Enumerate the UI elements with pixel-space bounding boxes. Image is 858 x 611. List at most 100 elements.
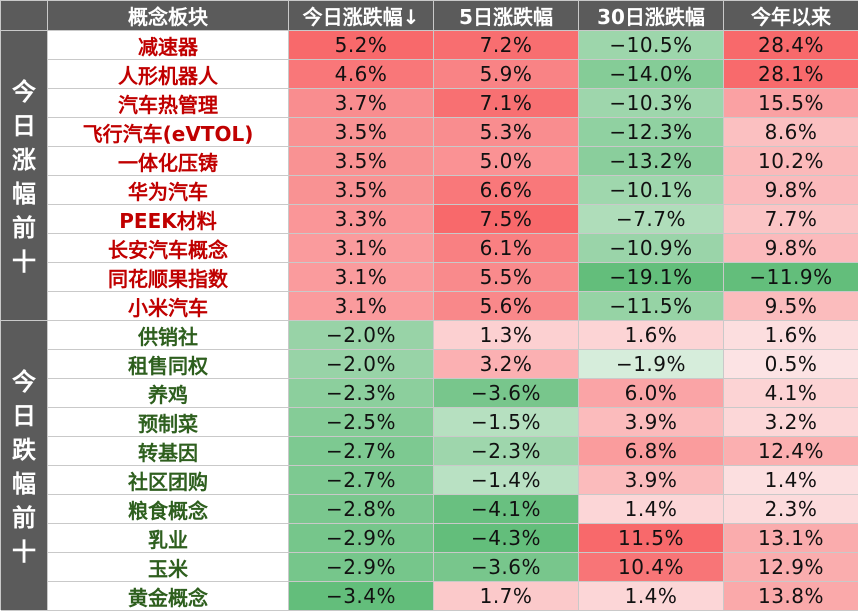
today-change-cell: 3.1% xyxy=(289,292,434,321)
five-day-change-cell: −1.5% xyxy=(434,408,579,437)
concept-name-cell[interactable]: 租售同权 xyxy=(48,350,289,379)
today-change-cell: 3.5% xyxy=(289,176,434,205)
group-label-char: 十 xyxy=(12,537,36,566)
today-change-cell: −2.0% xyxy=(289,321,434,350)
today-change-cell: −2.9% xyxy=(289,553,434,582)
concept-name-cell[interactable]: 减速器 xyxy=(48,31,289,60)
ytd-change-cell: 28.1% xyxy=(724,60,858,89)
group-label-char: 今 xyxy=(12,367,36,396)
group-label-char: 日 xyxy=(12,111,36,140)
header-corner xyxy=(1,1,48,31)
today-change-cell: 3.7% xyxy=(289,89,434,118)
ytd-change-cell: 4.1% xyxy=(724,379,858,408)
group-label-char: 前 xyxy=(12,503,36,532)
thirty-day-change-cell: 6.0% xyxy=(579,379,724,408)
today-change-cell: −2.7% xyxy=(289,437,434,466)
today-change-cell: 3.5% xyxy=(289,147,434,176)
five-day-change-cell: 6.1% xyxy=(434,234,579,263)
group-label-char: 幅 xyxy=(12,469,36,498)
concept-name-cell[interactable]: 预制菜 xyxy=(48,408,289,437)
group-label-top-losers: 今 日 跌 幅 前 十 xyxy=(1,321,48,611)
thirty-day-change-cell: 3.9% xyxy=(579,408,724,437)
five-day-change-cell: 7.5% xyxy=(434,205,579,234)
concept-name-cell[interactable]: 供销社 xyxy=(48,321,289,350)
concept-name-cell[interactable]: 黄金概念 xyxy=(48,582,289,611)
today-change-cell: −2.3% xyxy=(289,379,434,408)
five-day-change-cell: 5.0% xyxy=(434,147,579,176)
ytd-change-cell: 8.6% xyxy=(724,118,858,147)
five-day-change-cell: 7.2% xyxy=(434,31,579,60)
five-day-change-cell: 1.3% xyxy=(434,321,579,350)
concept-name-cell[interactable]: 社区团购 xyxy=(48,466,289,495)
ytd-change-cell: 15.5% xyxy=(724,89,858,118)
header-5day-change[interactable]: 5日涨跌幅 xyxy=(434,1,579,31)
today-change-cell: 3.1% xyxy=(289,234,434,263)
five-day-change-cell: −4.3% xyxy=(434,524,579,553)
header-ytd-change[interactable]: 今年以来 xyxy=(724,1,858,31)
group-label-char: 今 xyxy=(12,77,36,106)
thirty-day-change-cell: −1.9% xyxy=(579,350,724,379)
thirty-day-change-cell: 3.9% xyxy=(579,466,724,495)
thirty-day-change-cell: −11.5% xyxy=(579,292,724,321)
five-day-change-cell: −3.6% xyxy=(434,379,579,408)
today-change-cell: −2.9% xyxy=(289,524,434,553)
group-label-char: 前 xyxy=(12,213,36,242)
header-today-change[interactable]: 今日涨跌幅↓ xyxy=(289,1,434,31)
today-change-cell: 3.5% xyxy=(289,118,434,147)
ytd-change-cell: 1.6% xyxy=(724,321,858,350)
thirty-day-change-cell: −7.7% xyxy=(579,205,724,234)
today-change-cell: 5.2% xyxy=(289,31,434,60)
concept-name-cell[interactable]: PEEK材料 xyxy=(48,205,289,234)
group-label-char: 日 xyxy=(12,401,36,430)
five-day-change-cell: 5.3% xyxy=(434,118,579,147)
concept-name-cell[interactable]: 小米汽车 xyxy=(48,292,289,321)
thirty-day-change-cell: 1.4% xyxy=(579,582,724,611)
concept-name-cell[interactable]: 飞行汽车(eVTOL) xyxy=(48,118,289,147)
five-day-change-cell: −2.3% xyxy=(434,437,579,466)
five-day-change-cell: 5.5% xyxy=(434,263,579,292)
five-day-change-cell: 7.1% xyxy=(434,89,579,118)
today-change-cell: 4.6% xyxy=(289,60,434,89)
ytd-change-cell: 2.3% xyxy=(724,495,858,524)
concept-name-cell[interactable]: 一体化压铸 xyxy=(48,147,289,176)
today-change-cell: 3.3% xyxy=(289,205,434,234)
five-day-change-cell: 5.9% xyxy=(434,60,579,89)
five-day-change-cell: −3.6% xyxy=(434,553,579,582)
group-label-char: 跌 xyxy=(12,435,36,464)
ytd-change-cell: −11.9% xyxy=(724,263,858,292)
thirty-day-change-cell: −10.3% xyxy=(579,89,724,118)
concept-name-cell[interactable]: 粮食概念 xyxy=(48,495,289,524)
concept-name-cell[interactable]: 长安汽车概念 xyxy=(48,234,289,263)
five-day-change-cell: 3.2% xyxy=(434,350,579,379)
concept-name-cell[interactable]: 同花顺果指数 xyxy=(48,263,289,292)
concept-name-cell[interactable]: 华为汽车 xyxy=(48,176,289,205)
ytd-change-cell: 13.1% xyxy=(724,524,858,553)
thirty-day-change-cell: 1.6% xyxy=(579,321,724,350)
ytd-change-cell: 12.9% xyxy=(724,553,858,582)
group-label-char: 涨 xyxy=(12,145,36,174)
group-label-char: 十 xyxy=(12,247,36,276)
concept-name-cell[interactable]: 乳业 xyxy=(48,524,289,553)
thirty-day-change-cell: −13.2% xyxy=(579,147,724,176)
concept-name-cell[interactable]: 养鸡 xyxy=(48,379,289,408)
header-30day-change[interactable]: 30日涨跌幅 xyxy=(579,1,724,31)
header-concept[interactable]: 概念板块 xyxy=(48,1,289,31)
thirty-day-change-cell: −12.3% xyxy=(579,118,724,147)
concept-name-cell[interactable]: 人形机器人 xyxy=(48,60,289,89)
ytd-change-cell: 0.5% xyxy=(724,350,858,379)
thirty-day-change-cell: 6.8% xyxy=(579,437,724,466)
thirty-day-change-cell: −10.5% xyxy=(579,31,724,60)
thirty-day-change-cell: −10.9% xyxy=(579,234,724,263)
concept-name-cell[interactable]: 转基因 xyxy=(48,437,289,466)
concept-name-cell[interactable]: 汽车热管理 xyxy=(48,89,289,118)
ytd-change-cell: 7.7% xyxy=(724,205,858,234)
ytd-change-cell: 10.2% xyxy=(724,147,858,176)
thirty-day-change-cell: 1.4% xyxy=(579,495,724,524)
concept-name-cell[interactable]: 玉米 xyxy=(48,553,289,582)
thirty-day-change-cell: 10.4% xyxy=(579,553,724,582)
group-label-top-gainers: 今 日 涨 幅 前 十 xyxy=(1,31,48,321)
ytd-change-cell: 28.4% xyxy=(724,31,858,60)
ytd-change-cell: 9.8% xyxy=(724,234,858,263)
ytd-change-cell: 13.8% xyxy=(724,582,858,611)
